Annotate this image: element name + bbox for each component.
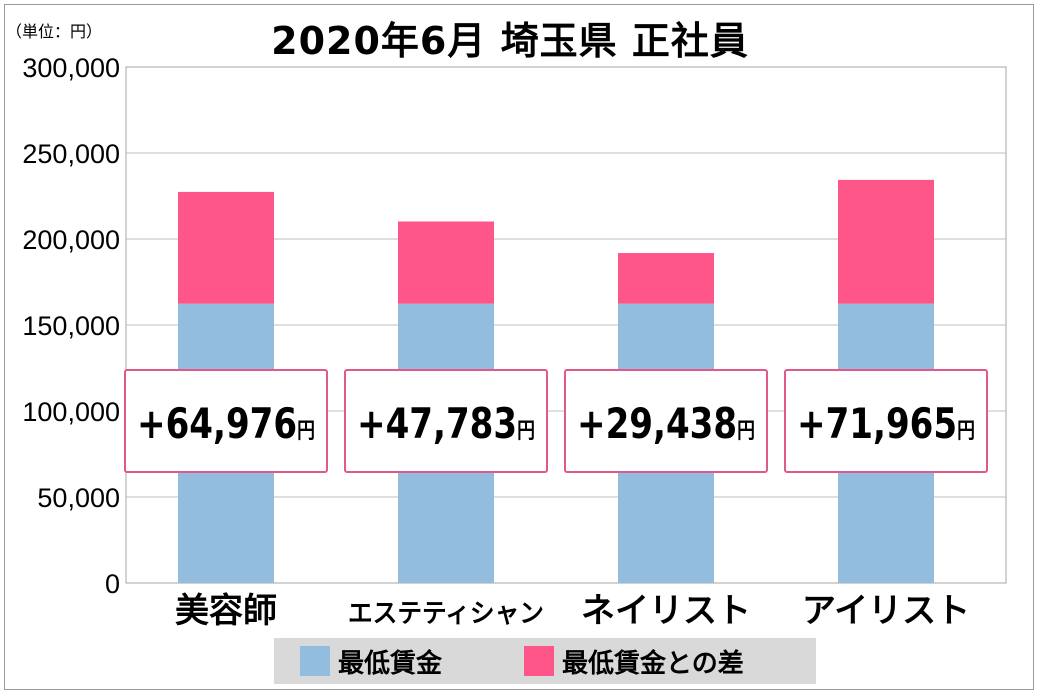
x-category-label: ネイリスト	[581, 591, 751, 631]
difference-label: +71,965円	[797, 399, 975, 448]
y-tick-label: 150,000	[22, 311, 120, 341]
difference-label-box	[344, 369, 548, 473]
legend-swatch-minimum-wage	[300, 646, 330, 676]
x-category-label: アイリスト	[802, 591, 970, 631]
legend: 最低賃金 最低賃金との差	[274, 638, 816, 684]
difference-label-box	[784, 369, 988, 473]
legend-item-difference: 最低賃金との差	[524, 646, 744, 679]
legend-swatch-difference	[524, 646, 554, 676]
difference-label: +47,783円	[357, 399, 535, 448]
unit-label: （単位：円）	[6, 22, 103, 41]
difference-label: +64,976円	[137, 399, 315, 448]
bar-difference	[398, 221, 494, 304]
bar-difference	[618, 253, 714, 304]
y-tick-label: 200,000	[22, 225, 120, 255]
y-tick-label: 250,000	[22, 139, 120, 169]
difference-label-box	[564, 369, 768, 473]
x-category-label: 美容師	[175, 591, 277, 631]
y-tick-label: 100,000	[22, 397, 120, 427]
bar-difference	[178, 191, 274, 304]
legend-label-difference: 最低賃金との差	[562, 648, 744, 679]
chart-title: 2020年6月 埼玉県 正社員	[271, 19, 749, 63]
bar-difference	[838, 179, 934, 304]
legend-label-minimum-wage: 最低賃金	[338, 648, 443, 679]
difference-label-box	[124, 369, 328, 473]
difference-label: +29,438円	[577, 399, 755, 448]
y-tick-label: 0	[105, 569, 120, 599]
y-tick-label: 300,000	[22, 53, 120, 83]
y-tick-label: 50,000	[37, 483, 120, 513]
legend-item-minimum-wage: 最低賃金	[300, 646, 442, 679]
x-category-label: エステティシャン	[348, 599, 544, 629]
